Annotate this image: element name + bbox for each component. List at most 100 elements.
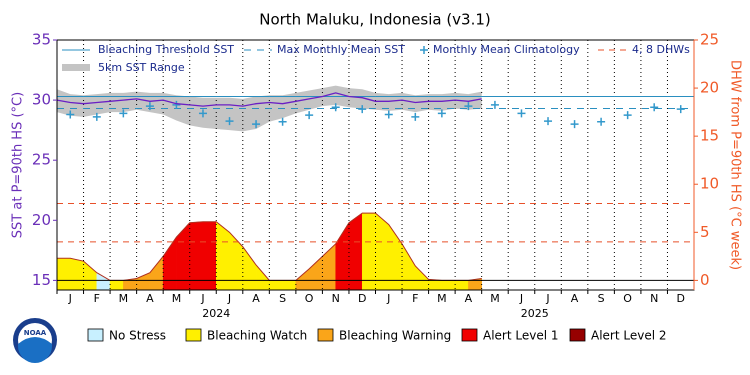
x-tick-label: A	[146, 292, 154, 305]
x-tick-label: F	[412, 292, 418, 305]
x-tick-label: M	[172, 292, 182, 305]
x-tick-label: J	[386, 292, 390, 305]
climatology-marker	[623, 111, 632, 120]
x-tick-label: N	[650, 292, 658, 305]
x-tick-label: N	[332, 292, 340, 305]
climatology-marker	[464, 102, 473, 111]
climatology-marker	[544, 117, 553, 126]
y2-tick-label: 20	[700, 79, 719, 97]
climatology-marker	[437, 109, 446, 118]
legend-swatch	[62, 64, 90, 71]
y-tick-label: 30	[32, 91, 51, 109]
x-tick-label: J	[68, 292, 72, 305]
x-tick-label: S	[598, 292, 605, 305]
climatology-marker	[331, 103, 340, 112]
dhw-area	[202, 221, 217, 291]
stress-legend-swatch	[317, 328, 334, 342]
climatology-marker	[490, 100, 499, 109]
y-tick-label: 15	[32, 271, 51, 289]
dhw-area	[441, 280, 456, 291]
x-tick-label: O	[623, 292, 632, 305]
dhw-area	[56, 258, 71, 291]
dhw-area	[295, 268, 310, 291]
legend-label: Max Monthly Mean SST	[277, 43, 405, 56]
stress-legend-label: Bleaching Watch	[207, 329, 307, 343]
climatology-marker	[384, 110, 393, 119]
y-tick-label: 35	[32, 31, 51, 49]
climatology-marker	[252, 120, 261, 129]
dhw-area	[109, 280, 124, 291]
climatology-marker	[278, 117, 287, 126]
year-label: 2024	[202, 307, 230, 320]
climatology-marker	[119, 109, 128, 118]
x-tick-label: D	[676, 292, 684, 305]
climatology-marker	[650, 103, 659, 112]
sst-line	[56, 92, 482, 107]
year-label: 2025	[521, 307, 549, 320]
legend-label: 5km SST Range	[98, 61, 185, 74]
climatology-marker	[225, 117, 234, 126]
stress-legend-label: Bleaching Warning	[339, 329, 451, 343]
climatology-marker	[66, 110, 75, 119]
x-tick-label: J	[545, 292, 549, 305]
dhw-area	[401, 242, 416, 291]
dhw-area	[454, 280, 469, 291]
dhw-area	[149, 255, 164, 291]
dhw-area	[375, 212, 390, 291]
svg-text:NOAA: NOAA	[24, 329, 47, 337]
dhw-area	[229, 231, 244, 291]
x-tick-label: M	[490, 292, 500, 305]
y2-tick-label: 5	[700, 223, 710, 241]
chart-title: North Maluku, Indonesia (v3.1)	[259, 11, 491, 29]
stress-legend-label: No Stress	[109, 329, 166, 343]
dhw-area	[308, 255, 323, 291]
climatology-marker	[411, 112, 420, 121]
y-axis-label: SST at P=90th HS (°C)	[11, 92, 26, 238]
climatology-marker	[597, 117, 606, 126]
stress-legend-swatch	[185, 328, 202, 342]
legend-label: 4, 8 DHWs	[632, 43, 690, 56]
x-tick-label: S	[279, 292, 286, 305]
x-tick-label: A	[571, 292, 579, 305]
dhw-area	[70, 257, 84, 291]
x-tick-label: M	[437, 292, 447, 305]
climatology-marker	[198, 109, 207, 118]
y2-tick-label: 15	[700, 127, 719, 145]
x-tick-label: A	[465, 292, 473, 305]
x-tick-label: O	[305, 292, 314, 305]
legend-label: Monthly Mean Climatology	[433, 43, 580, 56]
dhw-area	[83, 260, 98, 291]
x-tick-label: A	[252, 292, 260, 305]
climatology-marker	[676, 105, 685, 114]
climatology-marker	[305, 111, 314, 120]
dhw-area	[96, 272, 111, 291]
dhw-area	[348, 212, 363, 291]
climatology-marker	[358, 105, 367, 114]
climatology-marker	[570, 120, 579, 129]
legend-swatch	[420, 46, 428, 54]
dhw-area	[216, 221, 230, 291]
x-tick-label: M	[119, 292, 129, 305]
y2-tick-label: 0	[700, 271, 710, 289]
climatology-marker	[145, 102, 154, 111]
y-tick-label: 20	[32, 211, 51, 229]
climatology-marker	[517, 109, 526, 118]
stress-legend-label: Alert Level 2	[591, 329, 667, 343]
x-tick-label: J	[200, 292, 204, 305]
dhw-area	[282, 280, 297, 291]
dhw-area	[428, 279, 443, 291]
dhw-area	[189, 221, 204, 291]
stress-legend-swatch	[87, 328, 104, 342]
dhw-area	[242, 245, 257, 291]
x-tick-label: D	[358, 292, 366, 305]
stress-legend-swatch	[461, 328, 478, 342]
stress-legend-swatch	[569, 328, 586, 342]
noaa-logo: NOAA	[13, 318, 57, 363]
climatology-marker	[92, 112, 101, 121]
y-tick-label: 25	[32, 151, 51, 169]
x-tick-label: J	[227, 292, 231, 305]
x-tick-label: J	[519, 292, 523, 305]
x-tick-label: F	[94, 292, 100, 305]
y2-tick-label: 25	[700, 31, 719, 49]
